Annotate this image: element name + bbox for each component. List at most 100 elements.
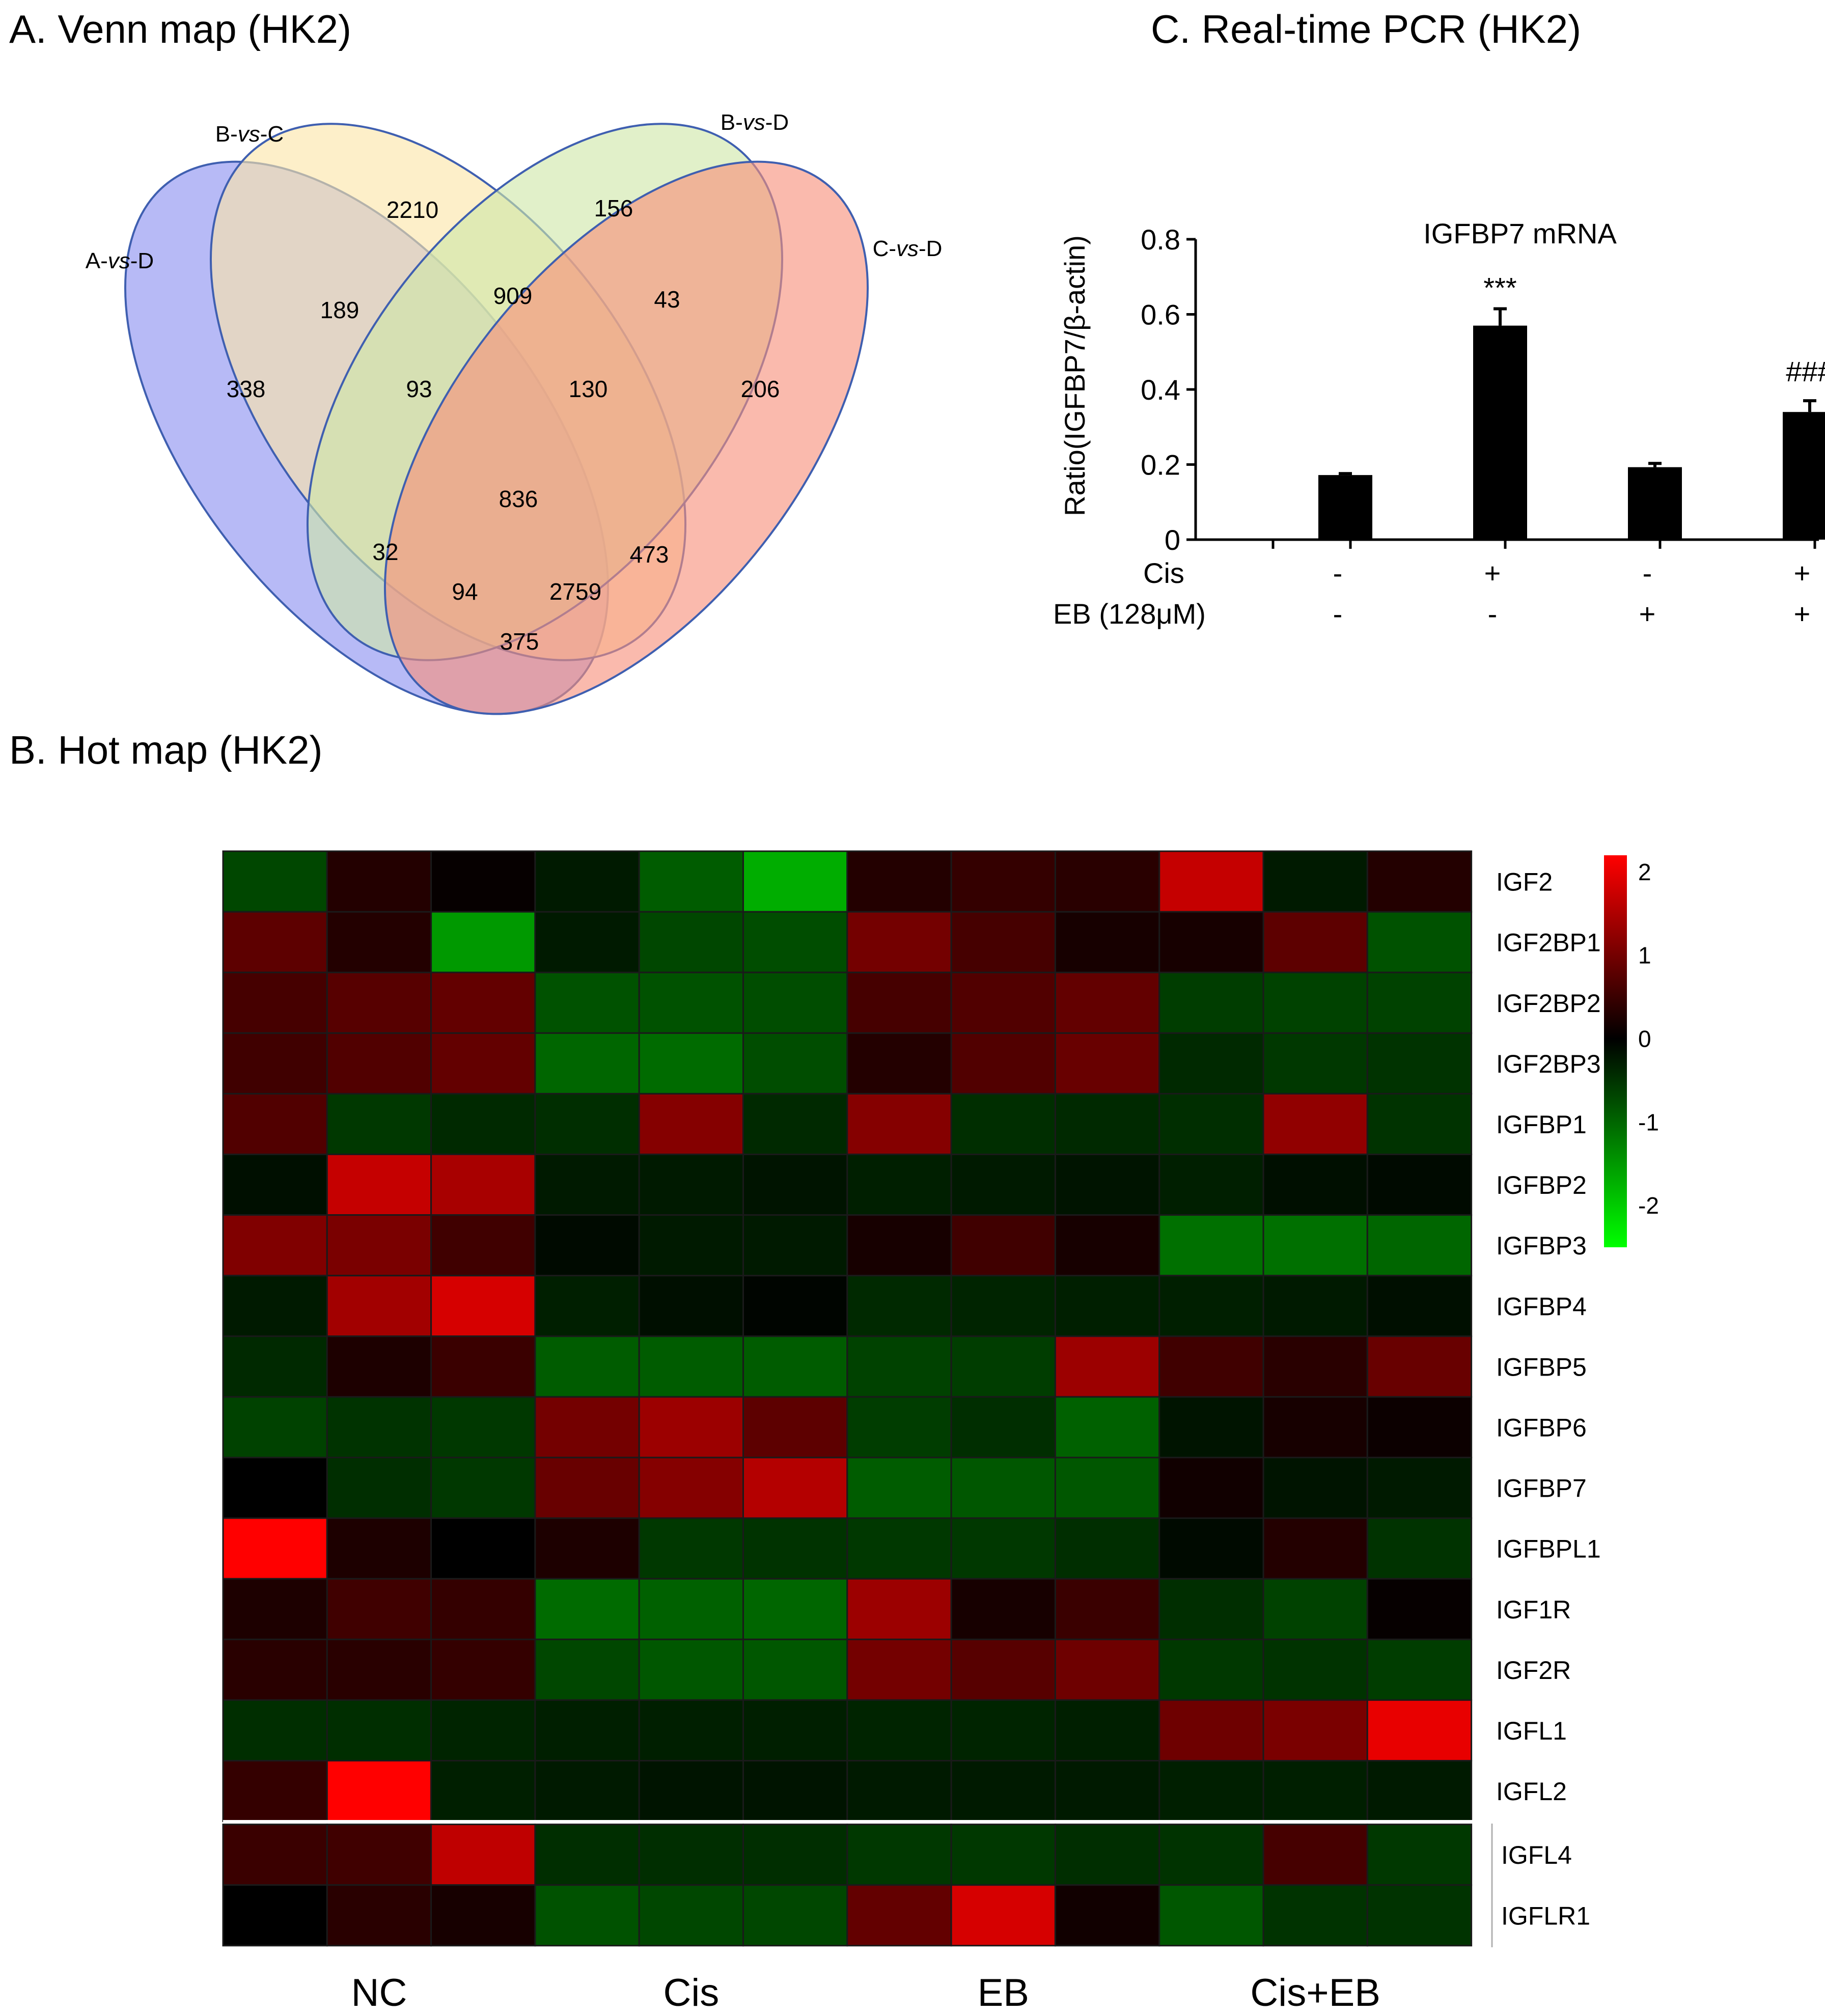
heatmap-cell [326, 1884, 432, 1947]
heatmap-cell [950, 1093, 1056, 1155]
pcr-factor-label-eb: EB (128μM) [1053, 598, 1206, 630]
heatmap-cell [742, 1517, 848, 1580]
venn-region-count: 909 [493, 283, 533, 309]
heatmap-cell [638, 1517, 744, 1580]
pcr-y-tick-label: 0.2 [1141, 449, 1180, 481]
heatmap-cell [1262, 1760, 1368, 1823]
heatmap-cell [1262, 1457, 1368, 1519]
venn-set-label: B-vs-D [721, 110, 789, 135]
heatmap-row-label: IGF2 [1496, 868, 1553, 897]
heatmap-cell [1366, 1396, 1473, 1459]
heatmap-group-label: NC [351, 1971, 407, 2014]
venn-region-count: 156 [594, 195, 633, 221]
heatmap-cell [534, 1214, 640, 1277]
heatmap-cell [326, 911, 432, 973]
heatmap-cell [222, 1699, 328, 1761]
heatmap-cell [1366, 1760, 1473, 1823]
heatmap-cell [1366, 1032, 1473, 1095]
heatmap-cell [1366, 971, 1473, 1034]
heatmap-cell [534, 1638, 640, 1701]
heatmap-cell [950, 850, 1056, 913]
pcr-treatment-sign: + [1794, 557, 1811, 589]
heatmap-cell [222, 1335, 328, 1398]
venn-region-count: 2759 [549, 578, 601, 605]
heatmap-cell [222, 1154, 328, 1216]
heatmap-cell [1366, 911, 1473, 973]
heatmap-cell [1158, 1578, 1264, 1640]
heatmap-cell [326, 1638, 432, 1701]
pcr-treatment-sign: + [1639, 598, 1656, 630]
heatmap-cell [638, 971, 744, 1034]
heatmap-cell [1054, 1214, 1160, 1277]
heatmap-cell [950, 971, 1056, 1034]
heatmap-cell [1366, 850, 1473, 913]
heatmap-cell [534, 1699, 640, 1761]
heatmap-cell [1054, 1396, 1160, 1459]
pcr-bar [1318, 475, 1372, 540]
heatmap-cell [1366, 1824, 1473, 1886]
heatmap-cell [742, 1699, 848, 1761]
venn-region-count: 130 [569, 376, 608, 402]
heatmap-cell [638, 1578, 744, 1640]
pcr-y-tick-label: 0.6 [1141, 299, 1180, 331]
heatmap-cell [638, 1824, 744, 1886]
heatmap-row-label: IGFBP7 [1496, 1474, 1587, 1503]
heatmap-cell [846, 1824, 952, 1886]
heatmap-cell [326, 1032, 432, 1095]
heatmap-cell [1158, 1638, 1264, 1701]
heatmap-cell [1158, 1154, 1264, 1216]
heatmap-cell [638, 1699, 744, 1761]
heatmap-cell [1158, 1275, 1264, 1337]
heatmap-cell [326, 1093, 432, 1155]
heatmap-cell [950, 1335, 1056, 1398]
heatmap-cell [846, 1154, 952, 1216]
pcr-chart-subtitle: IGFBP7 mRNA [1423, 217, 1617, 249]
heatmap-row-label: IGFBPL1 [1496, 1535, 1601, 1563]
heatmap-cell [1366, 1093, 1473, 1155]
heatmap-cell [742, 1093, 848, 1155]
heatmap-cell [1262, 850, 1368, 913]
heatmap-cell [1366, 1578, 1473, 1640]
pcr-bar [1783, 412, 1825, 540]
heatmap-cell [222, 1093, 328, 1155]
heatmap-row-label: IGF1R [1496, 1595, 1571, 1624]
heatmap-cell [846, 1396, 952, 1459]
heatmap-group-label: EB [978, 1971, 1029, 2014]
pcr-treatment-sign: + [1484, 557, 1501, 589]
heatmap-cell [222, 1032, 328, 1095]
heatmap-cell [742, 1638, 848, 1701]
heatmap-cell [1262, 911, 1368, 973]
heatmap-cell [1054, 1884, 1160, 1947]
heatmap-cell [950, 1517, 1056, 1580]
heatmap-cell [638, 1335, 744, 1398]
heatmap-cell [430, 1335, 536, 1398]
heatmap-cell [742, 1578, 848, 1640]
heatmap-cell [1158, 1824, 1264, 1886]
venn-region-count: 189 [320, 297, 360, 323]
heatmap-cell [222, 1824, 328, 1886]
heatmap-cell [1054, 1275, 1160, 1337]
heatmap-cell [326, 1517, 432, 1580]
pcr-treatment-sign: - [1333, 557, 1343, 589]
heatmap: IGF2 IGF2BP1 IGF2BP2 IGF2BP3 IGFBP1 IGFBP2 IGF… [222, 850, 1659, 2014]
heatmap-cell [846, 1275, 952, 1337]
heatmap-cell [1054, 1154, 1160, 1216]
heatmap-cell [846, 1884, 952, 1947]
heatmap-cell [742, 971, 848, 1034]
heatmap-row-label: IGFBP4 [1496, 1292, 1587, 1321]
heatmap-cell [326, 850, 432, 913]
heatmap-cell [638, 1275, 744, 1337]
heatmap-cell [326, 1578, 432, 1640]
heatmap-cell [742, 850, 848, 913]
heatmap-cell [638, 1760, 744, 1823]
heatmap-cell [846, 1457, 952, 1519]
heatmap-cell [1262, 1824, 1368, 1886]
heatmap-cell [222, 1578, 328, 1640]
venn-region-count: 32 [372, 539, 398, 565]
heatmap-cell [742, 1760, 848, 1823]
heatmap-cell [846, 1760, 952, 1823]
heatmap-cell [1366, 1638, 1473, 1701]
heatmap-cell [326, 1214, 432, 1277]
heatmap-cell [534, 850, 640, 913]
heatmap-cell [534, 1457, 640, 1519]
